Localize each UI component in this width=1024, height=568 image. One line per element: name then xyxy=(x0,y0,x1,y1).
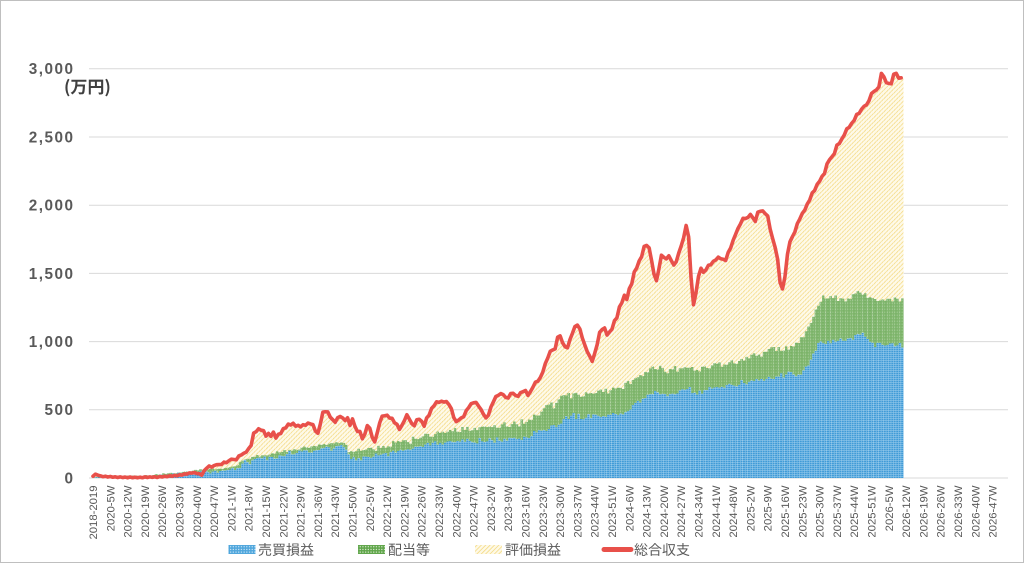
svg-text:2023-23W: 2023-23W xyxy=(538,485,550,537)
svg-text:500: 500 xyxy=(44,402,74,419)
svg-text:2021-8W: 2021-8W xyxy=(244,485,256,531)
svg-text:2022-12W: 2022-12W xyxy=(382,485,394,537)
svg-text:1,500: 1,500 xyxy=(29,266,75,283)
svg-text:2020-19W: 2020-19W xyxy=(140,485,152,537)
svg-text:2022-40W: 2022-40W xyxy=(451,485,463,537)
svg-text:2024-34W: 2024-34W xyxy=(694,485,706,537)
svg-text:2021-15W: 2021-15W xyxy=(261,485,273,537)
svg-text:2023-9W: 2023-9W xyxy=(503,485,515,531)
svg-text:2025-44W: 2025-44W xyxy=(849,485,861,537)
svg-text:2023-30W: 2023-30W xyxy=(555,485,567,537)
svg-text:2022-26W: 2022-26W xyxy=(417,485,429,537)
svg-text:2020-5W: 2020-5W xyxy=(105,485,117,531)
svg-text:2026-26W: 2026-26W xyxy=(936,485,948,537)
svg-text:2024-27W: 2024-27W xyxy=(676,485,688,537)
svg-text:2021-43W: 2021-43W xyxy=(330,485,342,537)
svg-text:2023-37W: 2023-37W xyxy=(572,485,584,537)
svg-text:2022-33W: 2022-33W xyxy=(434,485,446,537)
svg-text:2021-1W: 2021-1W xyxy=(226,485,238,531)
svg-text:2023-2W: 2023-2W xyxy=(486,485,498,531)
svg-text:2018-2019: 2018-2019 xyxy=(88,486,100,540)
svg-text:2020-12W: 2020-12W xyxy=(123,485,135,537)
svg-text:2025-16W: 2025-16W xyxy=(780,485,792,537)
svg-text:2022-5W: 2022-5W xyxy=(365,485,377,531)
svg-text:2025-51W: 2025-51W xyxy=(867,485,879,537)
svg-text:2024-13W: 2024-13W xyxy=(642,485,654,537)
svg-text:2023-51W: 2023-51W xyxy=(607,485,619,537)
svg-text:2024-48W: 2024-48W xyxy=(728,485,740,537)
svg-text:2026-47W: 2026-47W xyxy=(988,485,1000,537)
svg-text:2023-44W: 2023-44W xyxy=(590,485,602,537)
svg-text:2024-41W: 2024-41W xyxy=(711,485,723,537)
svg-text:2025-2W: 2025-2W xyxy=(745,485,757,531)
svg-text:2026-12W: 2026-12W xyxy=(901,485,913,537)
svg-text:2020-47W: 2020-47W xyxy=(209,485,221,537)
svg-text:2020-33W: 2020-33W xyxy=(175,485,187,537)
svg-text:1,000: 1,000 xyxy=(29,334,75,351)
svg-text:2026-5W: 2026-5W xyxy=(884,485,896,531)
svg-text:2,500: 2,500 xyxy=(29,129,75,146)
svg-text:3,000: 3,000 xyxy=(29,61,75,78)
svg-text:2020-40W: 2020-40W xyxy=(192,485,204,537)
svg-text:2022-47W: 2022-47W xyxy=(469,485,481,537)
svg-text:2021-22W: 2021-22W xyxy=(278,485,290,537)
svg-text:0: 0 xyxy=(64,470,74,487)
svg-text:2024-20W: 2024-20W xyxy=(659,485,671,537)
svg-text:2021-50W: 2021-50W xyxy=(348,485,360,537)
svg-text:2025-37W: 2025-37W xyxy=(832,485,844,537)
svg-text:2025-23W: 2025-23W xyxy=(797,485,809,537)
svg-text:2,000: 2,000 xyxy=(29,198,75,215)
svg-text:2025-30W: 2025-30W xyxy=(815,485,827,537)
svg-text:2026-40W: 2026-40W xyxy=(970,485,982,537)
svg-text:2022-19W: 2022-19W xyxy=(399,485,411,537)
svg-text:2023-16W: 2023-16W xyxy=(521,485,533,537)
svg-text:2026-19W: 2026-19W xyxy=(918,485,930,537)
svg-text:2021-29W: 2021-29W xyxy=(296,485,308,537)
svg-text:2020-26W: 2020-26W xyxy=(157,485,169,537)
svg-text:2025-9W: 2025-9W xyxy=(763,485,775,531)
svg-text:2021-36W: 2021-36W xyxy=(313,485,325,537)
svg-text:2024-6W: 2024-6W xyxy=(624,485,636,531)
svg-text:2026-33W: 2026-33W xyxy=(953,485,965,537)
